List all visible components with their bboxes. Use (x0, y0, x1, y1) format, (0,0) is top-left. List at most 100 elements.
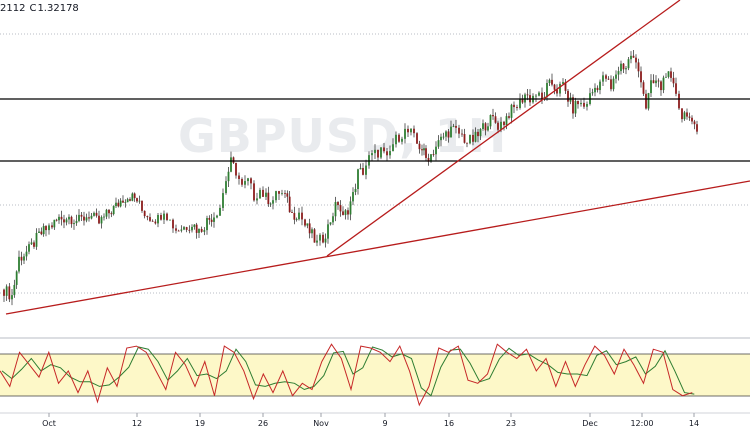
candle-body (232, 157, 235, 163)
candle-body (450, 126, 452, 138)
candle-body (265, 192, 267, 197)
candle-body (48, 225, 50, 231)
candle-body (513, 104, 515, 108)
candle-body (185, 227, 188, 230)
candle-body (151, 220, 154, 222)
candle-body (308, 223, 311, 234)
x-tick-label: 14 (689, 419, 699, 428)
candle-body (105, 209, 108, 217)
candle-body (365, 165, 367, 175)
candle-body (313, 229, 316, 243)
candle-body (407, 128, 409, 133)
x-tick-label: 23 (506, 419, 516, 428)
candle-body (583, 102, 585, 107)
candle-body (208, 218, 211, 220)
candle-body (213, 217, 215, 222)
candle-body (183, 227, 185, 230)
candle-body (293, 212, 296, 220)
candle-body (203, 230, 206, 232)
candle-body (383, 147, 385, 152)
close-value: 1.32178 (37, 3, 79, 14)
candle-body (219, 207, 221, 216)
candle-body (206, 218, 208, 231)
candle-body (640, 71, 642, 83)
candle-body (8, 286, 11, 300)
candle-body (398, 134, 400, 142)
candle-body (625, 68, 627, 70)
candle-body (612, 78, 615, 90)
candle-body (3, 289, 5, 296)
candle-body (286, 193, 289, 197)
candle-body (362, 168, 364, 175)
candle-body (298, 212, 300, 220)
candle-body (45, 226, 47, 231)
candle-body (487, 126, 489, 131)
candle-body (564, 82, 567, 91)
candle-body (124, 202, 127, 203)
candle-body (95, 212, 98, 216)
candle-body (146, 216, 149, 218)
candle-body (586, 103, 588, 107)
candle-body (238, 175, 240, 179)
overbought-band (0, 354, 750, 396)
candle-body (497, 122, 499, 130)
candle-body (166, 213, 168, 220)
candle-body (13, 284, 16, 296)
candle-body (442, 136, 445, 138)
drawing-lines[interactable] (0, 0, 750, 315)
candle-body (489, 115, 492, 127)
candle-body (136, 198, 138, 202)
candle-body (244, 181, 246, 185)
candle-body (352, 192, 354, 202)
candle-body (574, 100, 577, 114)
candle-body (535, 95, 537, 97)
candle-body (110, 213, 113, 215)
candle-body (342, 211, 344, 215)
candle-body (225, 181, 227, 194)
candle-body (472, 134, 474, 142)
candle-body (327, 224, 329, 239)
candle-body (108, 209, 110, 214)
candle-body (469, 134, 471, 144)
candle-body (275, 191, 277, 201)
stoch-k-line (0, 343, 693, 407)
candle-body (652, 80, 655, 84)
candle-body (80, 214, 83, 217)
candle-body (272, 200, 274, 204)
candles (3, 49, 698, 306)
candle-body (70, 216, 73, 225)
candle-body (516, 107, 518, 108)
candle-body (51, 225, 53, 228)
candle-body (479, 129, 482, 137)
candle-body (210, 219, 213, 222)
candle-body (594, 87, 596, 93)
candle-body (42, 226, 45, 235)
candle-body (605, 75, 607, 79)
candle-body (11, 295, 13, 300)
candle-body (235, 162, 237, 176)
candle-body (395, 134, 397, 145)
candle-body (119, 200, 122, 207)
candle-body (662, 77, 665, 91)
candle-body (418, 143, 421, 150)
candle-body (58, 216, 60, 221)
candle-body (675, 83, 677, 94)
candle-body (126, 199, 129, 203)
candle-body (55, 219, 58, 221)
candle-body (660, 81, 662, 91)
candle-body (33, 242, 35, 247)
candle-body (311, 229, 313, 234)
candle-body (413, 128, 415, 134)
candle-body (295, 219, 298, 220)
candle-body (253, 183, 255, 201)
candle-body (440, 136, 442, 141)
candle-body (452, 125, 455, 127)
candle-body (241, 178, 243, 185)
candle-body (28, 244, 30, 252)
candle-body (622, 63, 625, 70)
candle-body (40, 231, 43, 235)
candle-body (477, 131, 479, 137)
candle-body (599, 81, 601, 91)
candle-body (374, 149, 376, 154)
